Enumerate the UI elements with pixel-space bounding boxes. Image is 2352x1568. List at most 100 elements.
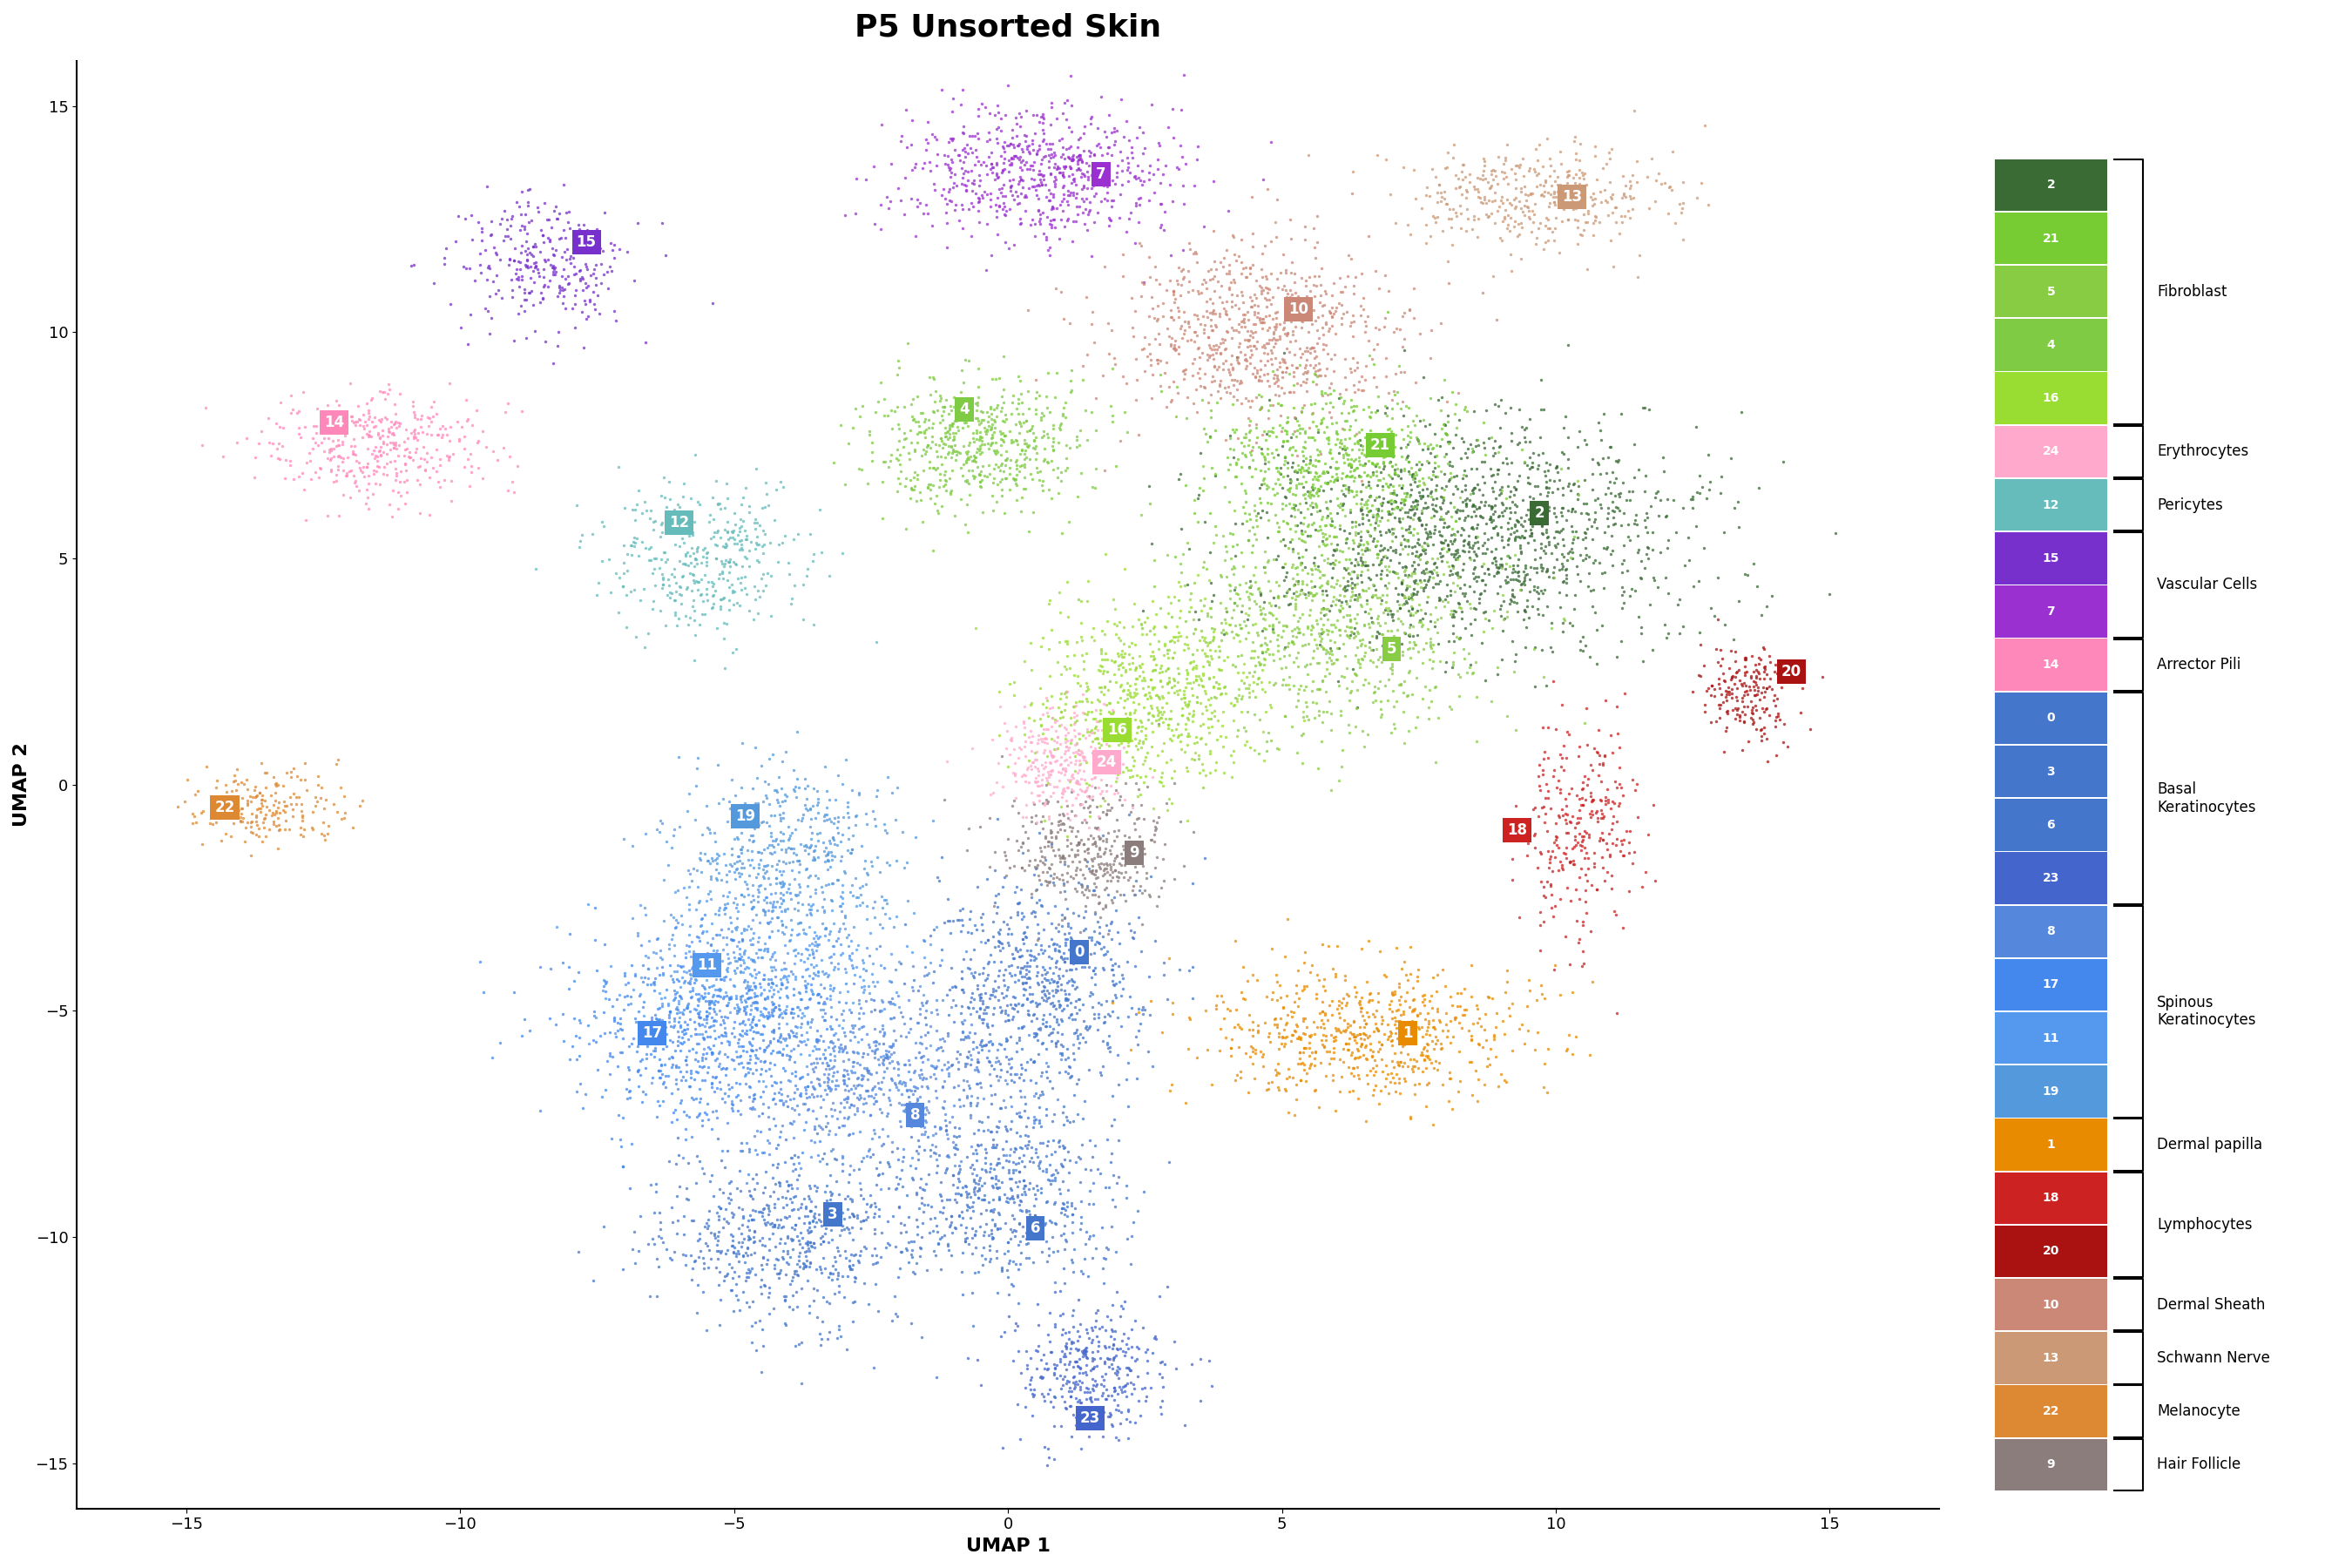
Point	[1383, 524, 1421, 549]
Point	[1263, 260, 1301, 285]
Point	[929, 908, 967, 933]
Point	[1000, 891, 1037, 916]
Point	[1301, 477, 1338, 502]
Point	[1371, 480, 1409, 505]
Point	[1590, 822, 1628, 847]
Point	[1585, 188, 1623, 213]
Point	[663, 591, 701, 616]
Point	[1160, 655, 1197, 681]
Point	[1160, 660, 1197, 685]
Point	[1035, 750, 1073, 775]
Point	[978, 1245, 1016, 1270]
Point	[1033, 618, 1070, 643]
Point	[1049, 993, 1087, 1018]
Point	[720, 1264, 757, 1289]
Point	[1334, 575, 1371, 601]
Point	[1051, 831, 1089, 856]
Point	[710, 1170, 748, 1195]
Point	[931, 398, 969, 423]
Point	[1576, 133, 1613, 158]
Point	[647, 243, 684, 268]
Point	[898, 193, 936, 218]
Point	[847, 872, 884, 897]
Point	[1430, 431, 1468, 456]
Point	[941, 456, 978, 481]
Point	[1272, 442, 1310, 467]
Point	[750, 1198, 788, 1223]
Point	[1359, 676, 1397, 701]
Point	[1232, 582, 1270, 607]
Point	[350, 423, 388, 448]
Point	[990, 960, 1028, 985]
Point	[1331, 464, 1369, 489]
Point	[1047, 1356, 1084, 1381]
Point	[1084, 1424, 1122, 1449]
Point	[1007, 1200, 1044, 1225]
Point	[233, 801, 270, 826]
Point	[1023, 969, 1061, 994]
Point	[1456, 564, 1494, 590]
Point	[746, 1049, 783, 1074]
Point	[715, 579, 753, 604]
Point	[1289, 662, 1327, 687]
Point	[971, 1049, 1009, 1074]
Point	[1348, 588, 1385, 613]
Point	[1042, 880, 1080, 905]
Point	[1402, 1014, 1439, 1040]
Point	[1573, 969, 1611, 994]
Point	[1084, 1029, 1122, 1054]
Point	[1044, 1043, 1082, 1068]
Point	[1160, 334, 1197, 359]
Point	[993, 793, 1030, 818]
Point	[635, 1038, 673, 1063]
Point	[788, 1195, 826, 1220]
Point	[1268, 428, 1305, 453]
Point	[1145, 869, 1183, 894]
Point	[993, 1176, 1030, 1201]
Point	[720, 928, 757, 953]
Point	[1322, 618, 1359, 643]
Point	[1221, 312, 1258, 337]
Point	[350, 422, 388, 447]
Point	[1272, 353, 1310, 378]
Point	[1308, 579, 1345, 604]
Point	[1279, 336, 1317, 361]
Point	[1190, 665, 1228, 690]
Point	[849, 1058, 887, 1083]
Point	[811, 831, 849, 856]
Point	[971, 395, 1009, 420]
Point	[1082, 707, 1120, 732]
Point	[800, 925, 837, 950]
Point	[1249, 472, 1287, 497]
Point	[1329, 572, 1367, 597]
Point	[891, 486, 929, 511]
Point	[1442, 684, 1479, 709]
Point	[1359, 384, 1397, 409]
Point	[524, 274, 562, 299]
Point	[1108, 220, 1145, 245]
Point	[1103, 158, 1141, 183]
Point	[1566, 845, 1604, 870]
Point	[1240, 299, 1277, 325]
Point	[1296, 362, 1334, 387]
Point	[1409, 550, 1446, 575]
Point	[1136, 822, 1174, 847]
Point	[739, 547, 776, 572]
Point	[1376, 481, 1414, 506]
Point	[1228, 347, 1265, 372]
Point	[974, 422, 1011, 447]
Point	[1152, 717, 1190, 742]
Point	[1303, 1051, 1341, 1076]
Point	[1056, 643, 1094, 668]
Point	[741, 1002, 779, 1027]
Point	[1385, 591, 1423, 616]
Point	[1256, 299, 1294, 325]
Point	[861, 1149, 898, 1174]
Point	[1494, 867, 1531, 892]
Point	[1261, 323, 1298, 348]
Point	[1374, 1007, 1411, 1032]
Point	[1270, 361, 1308, 386]
Point	[1268, 511, 1305, 536]
Point	[1491, 1004, 1529, 1029]
Point	[995, 996, 1033, 1021]
